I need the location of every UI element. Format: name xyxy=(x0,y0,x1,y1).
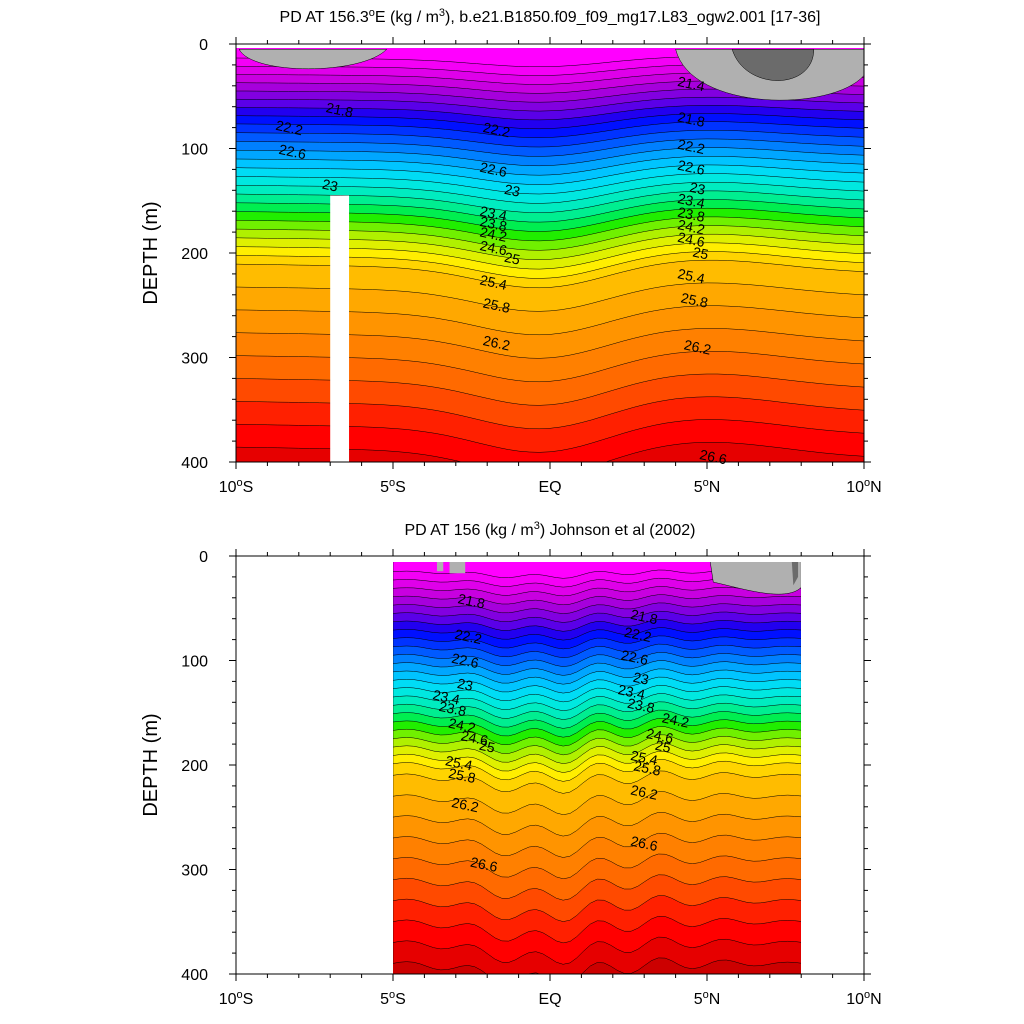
contour-label: 24.2 xyxy=(661,709,691,730)
panel-bottom-y-axis-label: DEPTH (m) xyxy=(140,713,162,816)
landmask-gray-region xyxy=(449,562,466,574)
y-tick-label: 400 xyxy=(181,967,208,984)
landmask-gray-region xyxy=(710,562,801,595)
contour-label: 22.6 xyxy=(278,141,308,162)
contour-label: 25 xyxy=(503,249,522,268)
panel-top-contour-labels: 21.822.222.62322.222.62323.423.824.224.6… xyxy=(274,73,728,467)
panel-bottom: PD AT 156 (kg / m3) Johnson et al (2002)… xyxy=(140,520,882,1008)
contour-label: 25.4 xyxy=(629,747,659,768)
contour-label: 22.6 xyxy=(676,157,706,178)
contour-label: 23.8 xyxy=(438,698,468,719)
contour-label: 24.2 xyxy=(676,216,706,237)
contour-label: 22.2 xyxy=(453,626,483,647)
contour-label: 22.2 xyxy=(482,119,512,140)
panel-bottom-y-ticks: 0 100 200 300 400 xyxy=(181,549,871,984)
contour-label: 23 xyxy=(503,181,522,200)
contour-label: 21.8 xyxy=(325,99,355,120)
panel-bottom-x-ticks: 10oS 5oS EQ 5oN 10oN xyxy=(219,549,882,1008)
y-tick-label: 400 xyxy=(181,455,208,472)
contour-label: 26.2 xyxy=(683,336,713,357)
y-tick-label: 300 xyxy=(181,351,208,368)
contour-label: 25.4 xyxy=(676,265,706,286)
contour-label: 25 xyxy=(478,737,497,756)
contour-label: 25 xyxy=(654,737,673,756)
contour-label: 24.6 xyxy=(676,229,706,250)
panel-top: PD AT 156.3oE (kg / m3), b.e21.B1850.f09… xyxy=(140,7,882,496)
contour-label: 23.4 xyxy=(617,681,647,702)
x-tick-label: 5oS xyxy=(380,989,406,1008)
contour-label: 23.8 xyxy=(626,695,656,716)
contour-label: 22.2 xyxy=(623,624,653,645)
landmask-gray-region xyxy=(238,48,388,70)
landmask-dark-region xyxy=(731,48,815,81)
contour-label: 26.6 xyxy=(469,854,499,875)
x-tick-label: 5oS xyxy=(380,477,406,496)
panel-bottom-title: PD AT 156 (kg / m3) Johnson et al (2002) xyxy=(404,520,695,539)
contour-label: 22.6 xyxy=(478,159,508,180)
contour-label: 23 xyxy=(456,675,475,694)
y-tick-label: 200 xyxy=(181,246,208,263)
x-tick-label: EQ xyxy=(538,991,561,1008)
contour-label: 21.8 xyxy=(457,590,487,611)
x-tick-label: EQ xyxy=(538,479,561,496)
y-tick-label: 100 xyxy=(181,654,208,671)
y-tick-label: 300 xyxy=(181,863,208,880)
contour-label: 24.6 xyxy=(478,237,508,258)
contour-label: 24.6 xyxy=(460,727,490,748)
panel-top-x-ticks: 10oS 5oS EQ 5oN 10oN xyxy=(219,37,882,496)
y-tick-label: 0 xyxy=(199,549,208,566)
x-tick-label: 5oN xyxy=(694,989,721,1008)
contour-label: 23 xyxy=(321,176,340,195)
contour-label: 23.8 xyxy=(676,204,706,225)
contour-label: 23.4 xyxy=(478,203,508,224)
contour-label: 23 xyxy=(632,669,651,688)
panel-top-y-ticks: 0 100 200 300 400 xyxy=(181,37,871,472)
contour-label: 21.4 xyxy=(676,73,706,94)
x-tick-label: 10oS xyxy=(219,989,254,1008)
contour-label: 23.8 xyxy=(478,213,508,234)
contour-label: 25.4 xyxy=(478,272,508,293)
contour-label: 24.6 xyxy=(645,725,675,746)
contour-label: 22.6 xyxy=(620,647,650,668)
contour-label: 24.2 xyxy=(447,715,477,736)
contour-label: 25.8 xyxy=(679,289,709,310)
missing-data-gap xyxy=(330,195,350,462)
contour-label: 22.2 xyxy=(676,136,706,157)
x-tick-label: 10oN xyxy=(846,477,881,496)
y-tick-label: 100 xyxy=(181,142,208,159)
contour-label: 26.2 xyxy=(629,782,659,803)
contour-label: 25 xyxy=(691,244,710,263)
x-tick-label: 10oN xyxy=(846,989,881,1008)
contour-label: 25.4 xyxy=(444,752,474,773)
panel-top-y-axis-label: DEPTH (m) xyxy=(140,201,162,304)
contour-label: 23 xyxy=(688,179,707,198)
panel-bottom-contour-field xyxy=(393,562,801,974)
panel-top-title: PD AT 156.3oE (kg / m3), b.e21.B1850.f09… xyxy=(280,7,821,26)
y-tick-label: 200 xyxy=(181,758,208,775)
landmask-gray-region xyxy=(436,562,444,572)
contour-label: 21.8 xyxy=(629,606,659,627)
contour-label: 25.8 xyxy=(632,757,662,778)
contour-label: 26.2 xyxy=(450,794,480,815)
contour-label: 23.4 xyxy=(431,686,461,707)
contour-label: 21.8 xyxy=(676,109,706,130)
panel-top-contour-field xyxy=(236,48,864,462)
contour-label: 22.2 xyxy=(274,117,304,138)
contour-label: 25.8 xyxy=(482,295,512,316)
contour-label: 26.6 xyxy=(629,833,659,854)
contour-label: 25.8 xyxy=(447,765,477,786)
landmask-dark-region xyxy=(791,562,799,586)
y-tick-label: 0 xyxy=(199,37,208,54)
x-tick-label: 5oN xyxy=(694,477,721,496)
x-tick-label: 10oS xyxy=(219,477,254,496)
contour-label: 23.4 xyxy=(676,190,706,211)
panel-bottom-contour-labels: 21.822.222.62323.423.824.224.62525.425.8… xyxy=(431,590,690,875)
contour-label: 22.6 xyxy=(450,650,480,671)
contour-label: 24.2 xyxy=(478,224,508,245)
contour-label: 26.2 xyxy=(482,332,512,353)
